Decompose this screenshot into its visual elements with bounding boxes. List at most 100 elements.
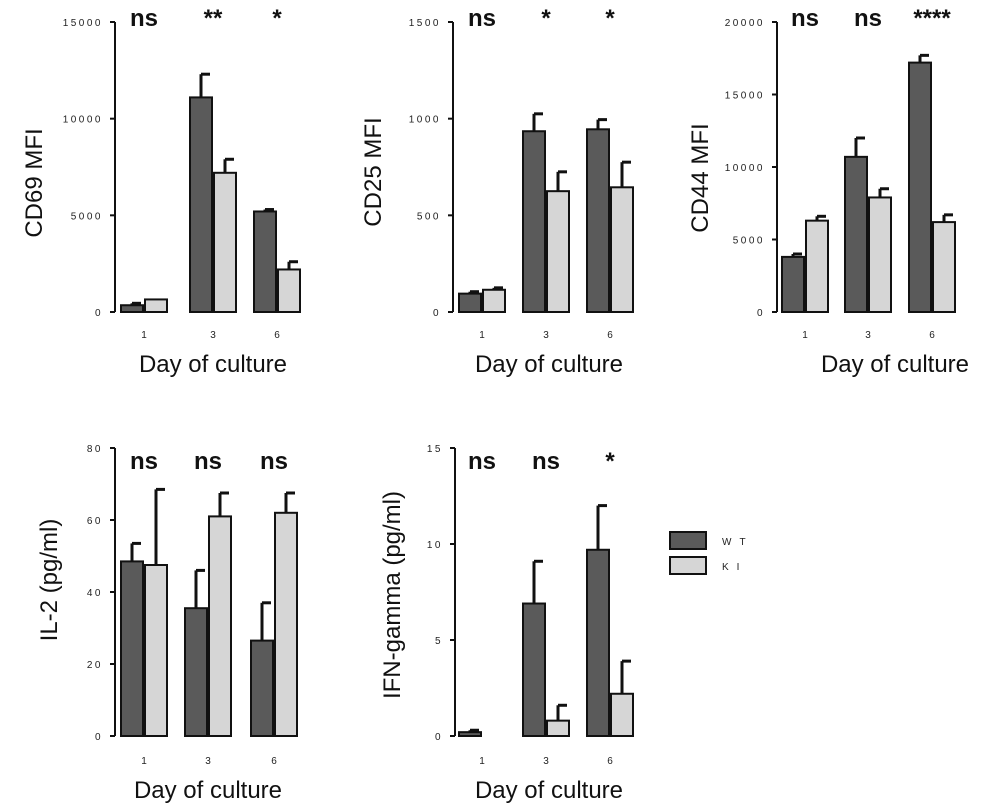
y-tick-label: 80 [87, 444, 103, 455]
y-tick-label: 15000 [725, 91, 765, 102]
bar-ki-day-3 [546, 719, 570, 738]
x-axis-title: Day of culture [134, 777, 282, 804]
y-axis-title: CD69 MFI [21, 128, 48, 237]
bar-ki-day-1 [144, 298, 168, 313]
significance-marker: ns [468, 5, 496, 32]
legend-swatch-wt [669, 531, 707, 550]
y-tick-label: 10000 [725, 163, 765, 174]
x-tick-label: 1 [141, 330, 147, 341]
bar-ki-day-3 [546, 190, 570, 314]
chart-panel-2: 0 500 1000 1500 1 ns 3 * 6 * Day of culture CD25 MF… [360, 5, 634, 378]
bar-wt-day-6 [250, 639, 274, 737]
chart-panel-5: 0 5 10 15 1 ns 3 ns 6 * Day of culture IFN-gamma (p… [379, 444, 634, 804]
significance-marker: ns [130, 5, 158, 32]
bar-wt-day-3 [522, 602, 546, 738]
bar-ki-day-6 [274, 511, 298, 737]
x-tick-label: 6 [607, 330, 613, 341]
bar-ki-day-6 [610, 186, 634, 313]
legend-label-wt: WT [722, 537, 754, 548]
bar-ki-day-6 [277, 268, 301, 314]
y-axis-title: CD44 MFI [687, 123, 714, 232]
significance-marker: ns [791, 5, 819, 32]
y-tick-label: 10 [427, 540, 443, 551]
bar-ki-day-1 [144, 564, 168, 737]
bar-wt-day-3 [522, 130, 546, 313]
y-tick-label: 1500 [409, 18, 441, 29]
y-tick-label: 0 [95, 308, 103, 319]
bar-ki-day-3 [213, 171, 237, 313]
chart-panel-3: 0 5000 10000 15000 20000 1 ns 3 ns 6 **** Day of cu… [687, 5, 969, 378]
x-tick-label: 1 [479, 330, 485, 341]
x-tick-label: 6 [929, 330, 935, 341]
x-axis-title: Day of culture [475, 777, 623, 804]
y-tick-label: 0 [757, 308, 765, 319]
significance-marker: * [541, 5, 551, 32]
significance-marker: * [272, 5, 282, 32]
x-tick-label: 6 [274, 330, 280, 341]
bar-ki-day-6 [932, 221, 956, 314]
y-tick-label: 500 [417, 211, 441, 222]
bar-wt-day-1 [458, 292, 482, 313]
x-axis-title: Day of culture [821, 351, 969, 378]
bar-wt-day-6 [253, 210, 277, 313]
y-tick-label: 5 [435, 636, 443, 647]
significance-marker: ns [130, 448, 158, 475]
bar-wt-day-1 [120, 304, 144, 314]
bar-wt-day-1 [120, 560, 144, 738]
bar-ki-day-3 [208, 515, 232, 738]
x-tick-label: 3 [865, 330, 871, 341]
bar-wt-day-1 [458, 731, 482, 737]
bar-wt-day-6 [586, 548, 610, 738]
significance-marker: ns [194, 448, 222, 475]
bar-ki-day-6 [610, 692, 634, 738]
y-tick-label: 15 [427, 444, 443, 455]
bar-wt-day-6 [586, 128, 610, 313]
x-tick-label: 6 [271, 756, 277, 767]
bar-wt-day-3 [184, 607, 208, 738]
y-tick-label: 40 [87, 588, 103, 599]
y-tick-label: 20000 [725, 18, 765, 29]
bar-ki-day-1 [482, 288, 506, 313]
bar-ki-day-1 [805, 219, 829, 313]
significance-marker: * [605, 5, 615, 32]
y-axis-title: IFN-gamma (pg/ml) [379, 491, 406, 699]
x-tick-label: 1 [802, 330, 808, 341]
y-tick-label: 0 [435, 732, 443, 743]
y-tick-label: 0 [433, 308, 441, 319]
y-tick-label: 5000 [733, 236, 765, 247]
x-tick-label: 3 [543, 330, 549, 341]
y-tick-label: 60 [87, 516, 103, 527]
y-tick-label: 5000 [71, 211, 103, 222]
x-tick-label: 6 [607, 756, 613, 767]
y-tick-label: 10000 [63, 115, 103, 126]
significance-marker: ns [468, 448, 496, 475]
y-tick-label: 0 [95, 732, 103, 743]
bar-wt-day-1 [781, 255, 805, 313]
significance-marker: ns [532, 448, 560, 475]
significance-marker: **** [913, 5, 951, 32]
y-axis-title: CD25 MFI [360, 117, 387, 226]
significance-marker: ns [260, 448, 288, 475]
x-axis-title: Day of culture [139, 351, 287, 378]
legend: WT KI [669, 531, 754, 575]
legend-label-ki: KI [722, 562, 747, 573]
x-tick-label: 1 [141, 756, 147, 767]
legend-swatch-ki [669, 556, 707, 575]
chart-panel-4: 0 20 40 60 80 1 ns 3 ns 6 ns Day of culture IL-2 (pg… [36, 444, 298, 804]
bar-wt-day-3 [844, 155, 868, 313]
bar-ki-day-3 [868, 196, 892, 313]
chart-panel-1: 0 5000 10000 15000 1 ns 3 ** 6 * Day of culture CD6… [21, 5, 301, 378]
y-tick-label: 1000 [409, 115, 441, 126]
x-tick-label: 3 [205, 756, 211, 767]
significance-marker: * [605, 448, 615, 475]
x-tick-label: 3 [210, 330, 216, 341]
y-axis-title: IL-2 (pg/ml) [36, 519, 63, 642]
significance-marker: ns [854, 5, 882, 32]
y-tick-label: 20 [87, 660, 103, 671]
bar-wt-day-6 [908, 61, 932, 313]
x-tick-label: 1 [479, 756, 485, 767]
y-tick-label: 15000 [63, 18, 103, 29]
significance-marker: ** [204, 5, 223, 32]
x-axis-title: Day of culture [475, 351, 623, 378]
